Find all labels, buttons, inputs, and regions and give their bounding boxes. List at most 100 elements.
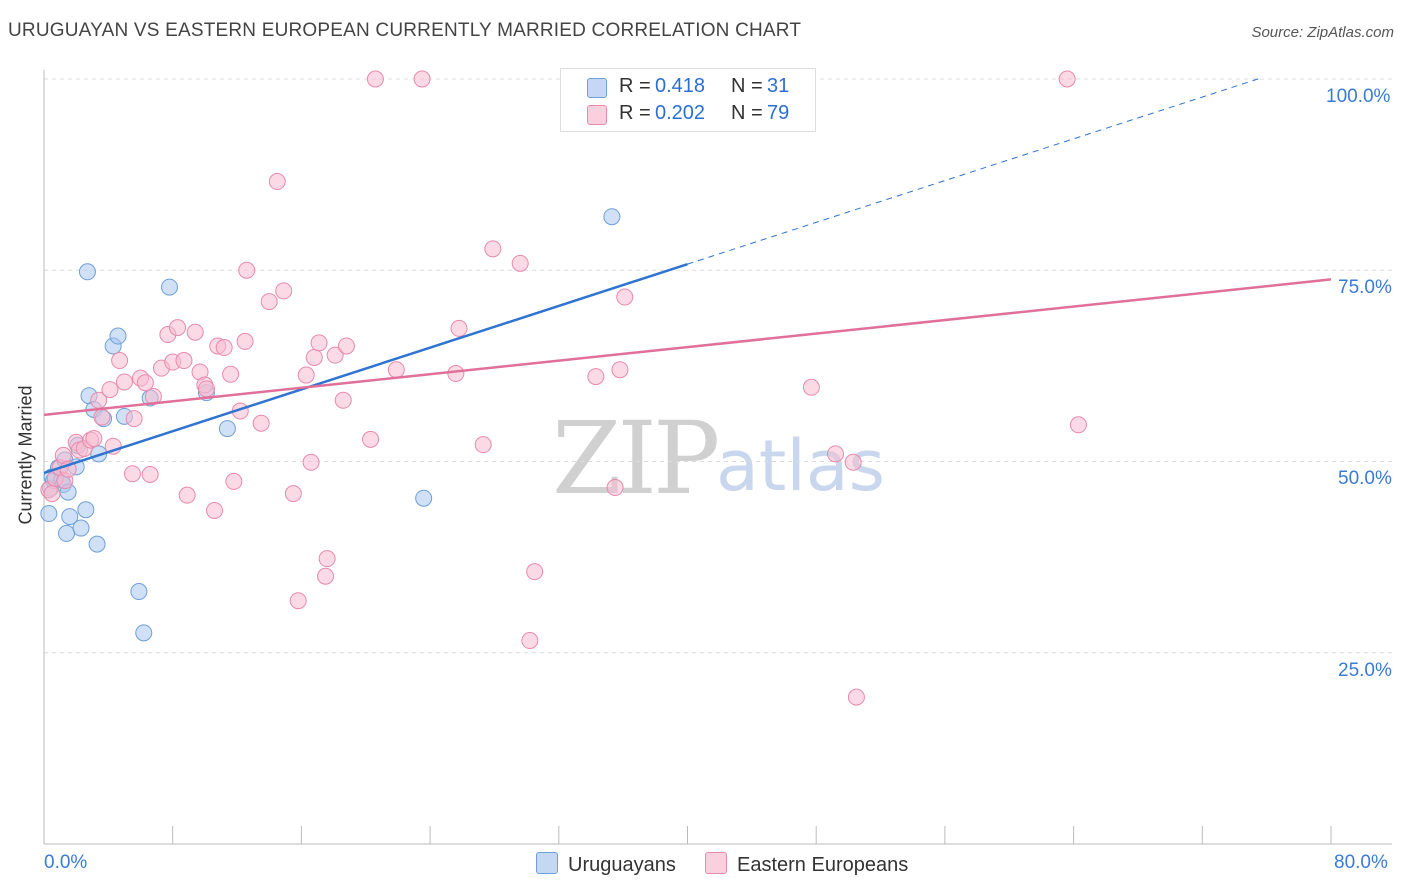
y-tick-75: 75.0% [1338,277,1392,298]
point-eastern-european [111,352,129,370]
point-eastern-european [284,485,302,503]
point-eastern-european [93,408,111,426]
point-eastern-european [318,550,336,568]
source-label: Source: ZipAtlas.com [1251,24,1394,41]
point-eastern-european [362,430,380,448]
point-eastern-european [450,319,468,337]
watermark-zip: ZIP [552,400,720,517]
x-max-label: 80.0% [1334,852,1388,873]
point-eastern-european [215,339,233,357]
point-uruguayan [109,327,127,345]
point-eastern-european [802,378,820,396]
x-min-label: 0.0% [44,852,88,873]
bottom-legend-uruguayans: Uruguayans [536,852,676,877]
point-eastern-european [310,334,328,352]
point-uruguayan [130,583,148,601]
point-eastern-european [317,567,335,585]
bottom-swatch-pink [705,852,727,874]
y-axis-label: Currently Married [15,385,36,525]
point-eastern-european [847,688,865,706]
legend-r-label: R = [619,75,651,97]
legend-r-value: 0.418 [655,75,706,97]
trend-line-eastern-europeans [43,278,1332,417]
point-eastern-european [1058,70,1076,88]
trend-line-uruguayans [43,262,688,475]
bottom-swatch-blue [536,852,558,874]
point-eastern-european [175,352,193,370]
point-eastern-european [297,366,315,384]
point-eastern-european [526,563,544,581]
point-eastern-european [125,410,143,428]
point-uruguayan [61,508,79,526]
point-eastern-european [178,486,196,504]
point-eastern-european [186,323,204,341]
point-eastern-european [616,288,634,306]
point-eastern-european [337,337,355,355]
point-uruguayan [603,208,621,226]
point-uruguayan [78,263,96,281]
point-eastern-european [236,332,254,350]
point-uruguayan [415,489,433,507]
point-eastern-european [302,453,320,471]
point-eastern-european [238,261,256,279]
point-eastern-european [521,632,539,650]
point-eastern-european [844,453,862,471]
point-eastern-european [206,501,224,519]
point-uruguayan [160,278,178,296]
point-eastern-european [43,485,61,503]
bottom-legend-label-2: Eastern Europeans [737,854,909,876]
point-eastern-european [275,282,293,300]
point-eastern-european [197,380,215,398]
point-eastern-european [225,472,243,490]
point-eastern-european [141,466,159,484]
point-eastern-european [305,348,323,366]
legend-n-value: 79 [767,102,790,124]
point-eastern-european [611,361,629,379]
point-eastern-european [387,361,405,379]
point-eastern-european [85,430,103,448]
point-eastern-european [366,70,384,88]
point-eastern-european [101,381,119,399]
point-uruguayan [77,501,95,519]
point-eastern-european [289,592,307,610]
stats-legend: R = 0.418 N = 31 R = 0.202 N = 79 [560,68,816,132]
legend-n-value: 31 [767,75,790,97]
point-eastern-european [260,293,278,311]
point-eastern-european [606,479,624,497]
point-eastern-european [123,465,141,483]
point-uruguayan [135,624,153,642]
bottom-legend-eastern-europeans: Eastern Europeans [705,852,908,877]
point-uruguayan [58,524,76,542]
point-eastern-european [252,414,270,432]
point-eastern-european [474,436,492,454]
y-tick-50: 50.0% [1338,468,1392,489]
y-tick-25: 25.0% [1338,660,1392,681]
point-eastern-european [326,346,344,364]
point-eastern-european [447,365,465,383]
legend-n-label: N = [731,75,763,97]
point-eastern-european [413,70,431,88]
point-uruguayan [72,519,90,537]
legend-r-label: R = [619,102,651,124]
trend-line-uruguayans-extension [687,78,1259,265]
point-eastern-european [334,391,352,409]
point-eastern-european [222,365,240,383]
point-eastern-european [511,254,529,272]
chart-title: URUGUAYAN VS EASTERN EUROPEAN CURRENTLY … [8,20,802,41]
point-eastern-european [587,368,605,386]
point-eastern-european [1069,416,1087,434]
y-tick-100: 100.0% [1326,86,1391,107]
point-eastern-european [169,319,187,337]
legend-swatch-blue [587,78,607,98]
point-eastern-european [268,173,286,191]
legend-r-value: 0.202 [655,102,706,124]
point-eastern-european [115,373,133,391]
point-eastern-european [136,374,154,392]
point-uruguayan [40,505,58,523]
point-uruguayan [88,535,106,553]
point-eastern-european [484,240,502,258]
legend-swatch-pink [587,105,607,125]
point-uruguayan [218,420,236,438]
bottom-legend-label-1: Uruguayans [568,854,676,876]
